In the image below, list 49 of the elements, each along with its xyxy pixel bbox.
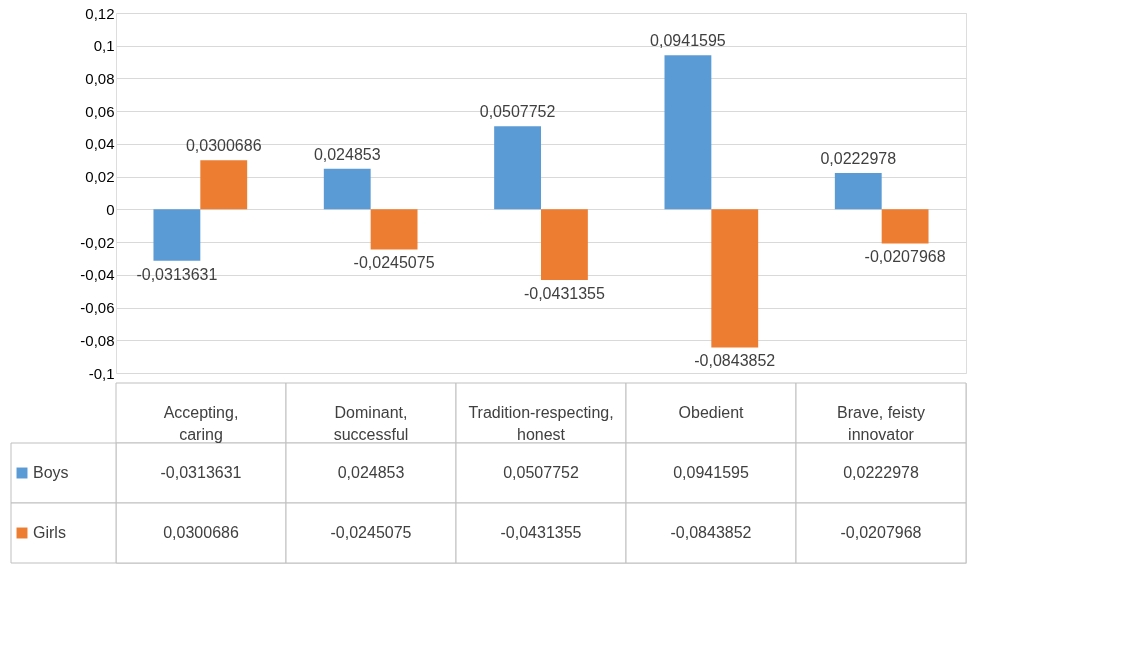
data-label: -0,0313631: [160, 464, 242, 481]
y-tick-label: 0,1: [93, 37, 115, 55]
y-tick-label: -0,02: [80, 233, 115, 251]
text: -0,0207968: [864, 248, 946, 266]
text: -0,0313631: [136, 265, 218, 283]
data-label: -0,0207968: [840, 524, 922, 541]
text: -0,0843852: [694, 352, 776, 370]
y-tick-label: 0,06: [85, 102, 115, 120]
y-tick-label: 0,12: [85, 4, 115, 22]
bar: [494, 126, 541, 210]
text: -0,0245075: [353, 254, 435, 272]
data-label: -0,0843852: [670, 524, 752, 541]
x-tick-label: Brave, feisty innovator: [836, 404, 926, 443]
data-label: -0,0245075: [330, 524, 412, 541]
data-label: 0,0941595: [673, 464, 749, 481]
text: 0,024853: [313, 145, 381, 163]
bar: [370, 209, 418, 250]
text: 0,0300686: [185, 137, 262, 155]
y-tick-label: 0,04: [85, 135, 115, 153]
bar: [711, 209, 759, 348]
text: -0,0431355: [523, 284, 605, 302]
y-tick-label: -0,08: [80, 331, 115, 349]
y-tick-label: -0,06: [80, 299, 115, 317]
data-label: 0,0300686: [163, 524, 239, 541]
text: 0,0941595: [650, 32, 726, 50]
y-tick-label: 0,02: [85, 168, 115, 186]
bar: [153, 209, 201, 261]
bar: [323, 168, 371, 210]
legend-label: Girls: [33, 524, 66, 541]
data-label: 0,0507752: [503, 464, 579, 481]
legend-label: Boys: [33, 464, 69, 481]
data-label: 0,024853: [337, 464, 405, 481]
x-tick-label: Tradition-respecting, honest: [468, 404, 614, 443]
bar: [881, 209, 929, 244]
y-tick-label: -0,04: [80, 266, 115, 284]
bar: [664, 55, 712, 210]
x-tick-label: Dominant, successful: [333, 404, 409, 443]
text: 0,0507752: [479, 103, 556, 121]
bar: [200, 160, 248, 210]
bar: [541, 209, 588, 280]
bar: [834, 172, 882, 210]
data-label: 0,0222978: [843, 464, 919, 481]
x-tick-label: Obedient: [678, 404, 745, 421]
y-tick-label: 0,08: [85, 69, 115, 87]
y-tick-label: 0: [106, 200, 115, 218]
data-label: -0,0431355: [500, 524, 582, 541]
y-tick-label: -0,1: [88, 364, 115, 382]
text: 0,0222978: [820, 149, 897, 167]
x-tick-label: Accepting, caring: [163, 404, 239, 443]
